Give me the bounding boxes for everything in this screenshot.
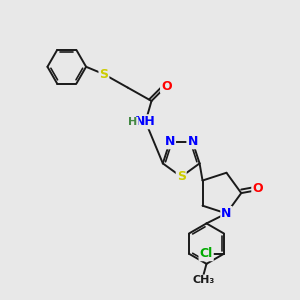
Text: CH₃: CH₃: [192, 275, 214, 285]
Text: N: N: [221, 207, 232, 220]
Text: S: S: [99, 68, 108, 81]
Text: NH: NH: [135, 115, 156, 128]
Text: N: N: [188, 135, 198, 148]
Text: N: N: [165, 135, 175, 148]
Text: O: O: [161, 80, 172, 93]
Text: Cl: Cl: [200, 247, 213, 260]
Text: S: S: [177, 170, 186, 183]
Text: O: O: [252, 182, 263, 195]
Text: H: H: [128, 117, 138, 128]
